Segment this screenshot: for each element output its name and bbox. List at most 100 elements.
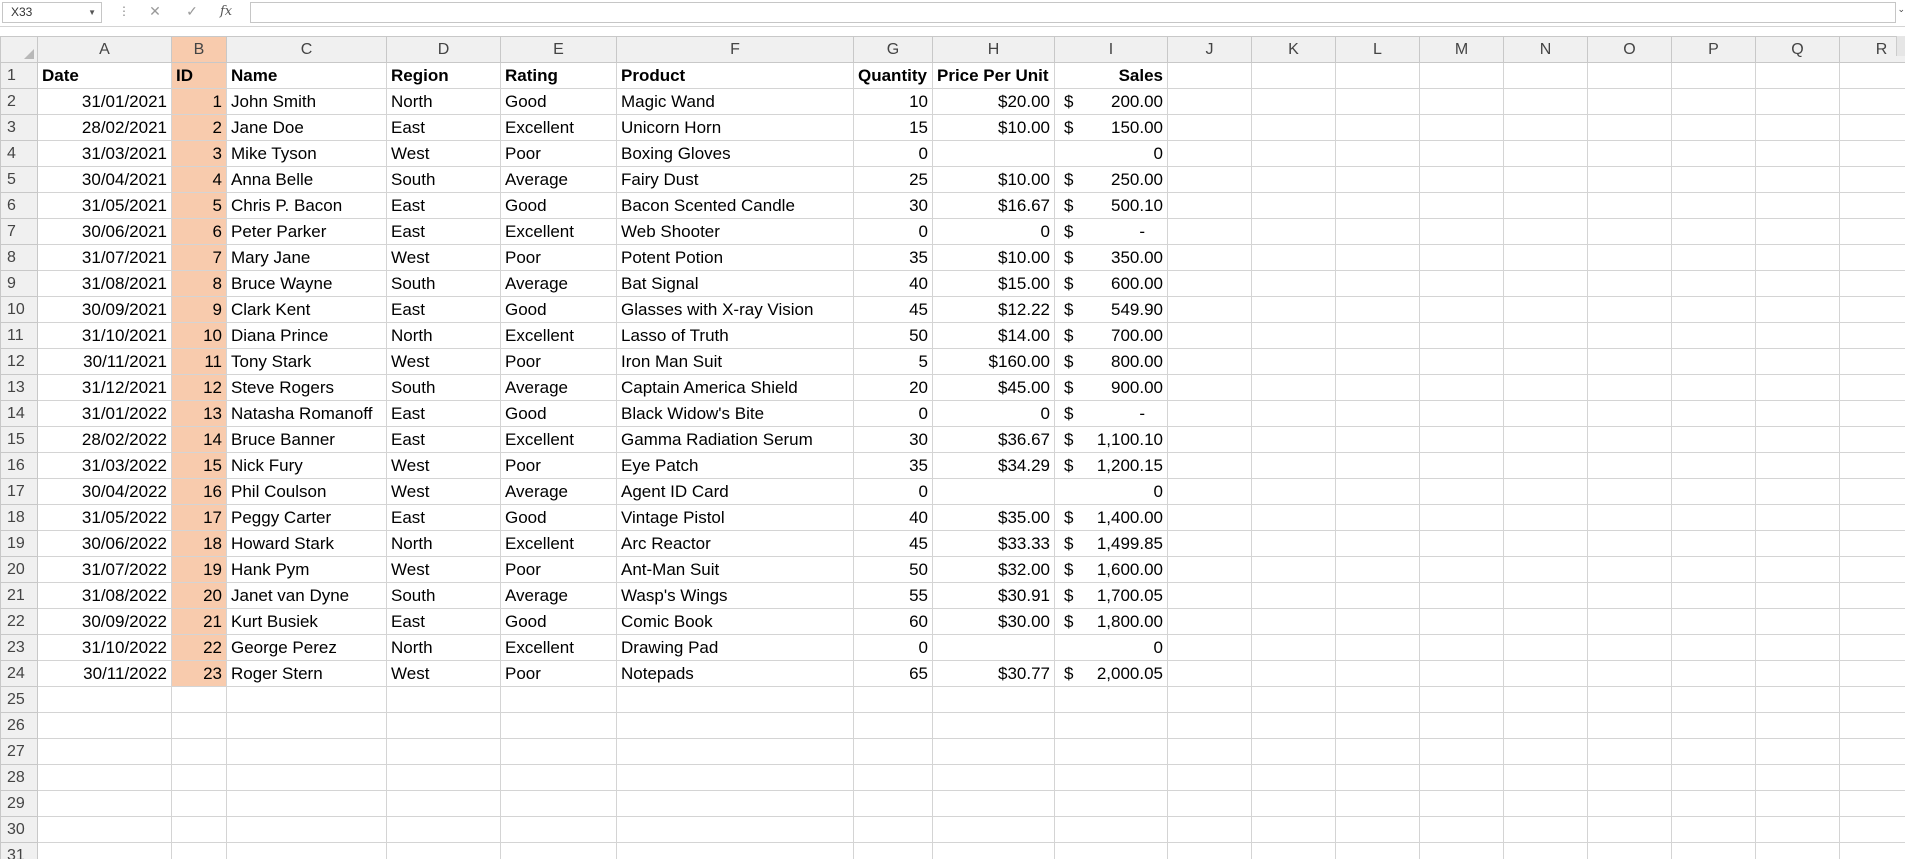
cell[interactable] — [1335, 738, 1420, 765]
name-cell[interactable]: Mike Tyson — [226, 140, 387, 167]
cell[interactable] — [37, 790, 172, 817]
cell[interactable] — [1419, 712, 1504, 739]
product-cell[interactable]: Glasses with X-ray Vision — [616, 296, 854, 323]
cell[interactable] — [1671, 842, 1756, 859]
id-cell[interactable]: 6 — [171, 218, 227, 245]
cell[interactable] — [37, 712, 172, 739]
cell[interactable] — [1503, 270, 1588, 297]
region-cell[interactable]: East — [386, 426, 501, 453]
cell[interactable] — [1054, 686, 1168, 713]
cell[interactable] — [1419, 114, 1504, 141]
cell[interactable] — [1503, 374, 1588, 401]
cell[interactable] — [1419, 764, 1504, 791]
cell[interactable] — [1587, 660, 1672, 687]
cell[interactable] — [616, 790, 854, 817]
cell[interactable] — [500, 764, 617, 791]
header-cell[interactable]: Product — [616, 62, 854, 89]
cell[interactable] — [1419, 660, 1504, 687]
sales-cell[interactable]: $1,100.10 — [1054, 426, 1168, 453]
column-header-r[interactable]: R — [1839, 36, 1905, 63]
price-cell[interactable]: $160.00 — [932, 348, 1055, 375]
cell[interactable] — [1251, 166, 1336, 193]
quantity-cell[interactable]: 60 — [853, 608, 933, 635]
cell[interactable] — [1587, 296, 1672, 323]
cancel-icon[interactable]: ✕ — [149, 3, 161, 19]
row-header-12[interactable]: 12 — [0, 348, 38, 375]
cell[interactable] — [1419, 218, 1504, 245]
cell[interactable] — [1419, 166, 1504, 193]
id-cell[interactable]: 21 — [171, 608, 227, 635]
name-cell[interactable]: Anna Belle — [226, 166, 387, 193]
cell[interactable] — [1755, 348, 1840, 375]
cell[interactable] — [37, 764, 172, 791]
date-cell[interactable]: 28/02/2021 — [37, 114, 172, 141]
cell[interactable] — [1503, 166, 1588, 193]
sales-cell[interactable]: $1,600.00 — [1054, 556, 1168, 583]
row-header-26[interactable]: 26 — [0, 712, 38, 739]
row-header-27[interactable]: 27 — [0, 738, 38, 765]
cell[interactable] — [1167, 738, 1252, 765]
region-cell[interactable]: East — [386, 192, 501, 219]
cell[interactable] — [226, 712, 387, 739]
cell[interactable] — [1419, 504, 1504, 531]
product-cell[interactable]: Boxing Gloves — [616, 140, 854, 167]
quantity-cell[interactable]: 0 — [853, 634, 933, 661]
row-header-14[interactable]: 14 — [0, 400, 38, 427]
cell[interactable] — [386, 712, 501, 739]
cell[interactable] — [1054, 842, 1168, 859]
cell[interactable] — [1251, 218, 1336, 245]
region-cell[interactable]: West — [386, 244, 501, 271]
cell[interactable] — [1671, 530, 1756, 557]
cell[interactable] — [1167, 114, 1252, 141]
cell[interactable] — [1587, 322, 1672, 349]
name-cell[interactable]: Bruce Banner — [226, 426, 387, 453]
column-header-c[interactable]: C — [226, 36, 387, 63]
cell[interactable] — [1167, 374, 1252, 401]
region-cell[interactable]: East — [386, 608, 501, 635]
column-header-o[interactable]: O — [1587, 36, 1672, 63]
cell[interactable] — [853, 712, 933, 739]
cell[interactable] — [1755, 140, 1840, 167]
quantity-cell[interactable]: 0 — [853, 140, 933, 167]
row-header-8[interactable]: 8 — [0, 244, 38, 271]
column-header-p[interactable]: P — [1671, 36, 1756, 63]
enter-icon[interactable]: ✓ — [186, 3, 198, 19]
cell[interactable] — [1167, 504, 1252, 531]
product-cell[interactable]: Bacon Scented Candle — [616, 192, 854, 219]
cell[interactable] — [1167, 634, 1252, 661]
cell[interactable] — [932, 764, 1055, 791]
cell[interactable] — [1503, 244, 1588, 271]
column-header-e[interactable]: E — [500, 36, 617, 63]
name-cell[interactable]: Steve Rogers — [226, 374, 387, 401]
cell[interactable] — [1167, 452, 1252, 479]
sales-cell[interactable]: 0 — [1054, 478, 1168, 505]
price-cell[interactable] — [932, 634, 1055, 661]
region-cell[interactable]: East — [386, 504, 501, 531]
cell[interactable] — [1335, 348, 1420, 375]
name-cell[interactable]: Nick Fury — [226, 452, 387, 479]
cell[interactable] — [932, 712, 1055, 739]
cell[interactable] — [1587, 218, 1672, 245]
cell[interactable] — [1839, 712, 1905, 739]
cell[interactable] — [1671, 296, 1756, 323]
date-cell[interactable]: 28/02/2022 — [37, 426, 172, 453]
sales-cell[interactable]: $1,700.05 — [1054, 582, 1168, 609]
cell[interactable] — [1671, 634, 1756, 661]
cell[interactable] — [1839, 348, 1905, 375]
cell[interactable] — [1671, 192, 1756, 219]
row-header-3[interactable]: 3 — [0, 114, 38, 141]
sales-cell[interactable]: $1,499.85 — [1054, 530, 1168, 557]
header-cell[interactable]: Region — [386, 62, 501, 89]
header-cell[interactable]: Name — [226, 62, 387, 89]
product-cell[interactable]: Potent Potion — [616, 244, 854, 271]
column-header-f[interactable]: F — [616, 36, 854, 63]
cell[interactable] — [1587, 192, 1672, 219]
price-cell[interactable]: $36.67 — [932, 426, 1055, 453]
rating-cell[interactable]: Good — [500, 192, 617, 219]
quantity-cell[interactable]: 15 — [853, 114, 933, 141]
region-cell[interactable]: East — [386, 400, 501, 427]
id-cell[interactable]: 14 — [171, 426, 227, 453]
id-cell[interactable]: 18 — [171, 530, 227, 557]
cell[interactable] — [1839, 504, 1905, 531]
cell[interactable] — [932, 842, 1055, 859]
